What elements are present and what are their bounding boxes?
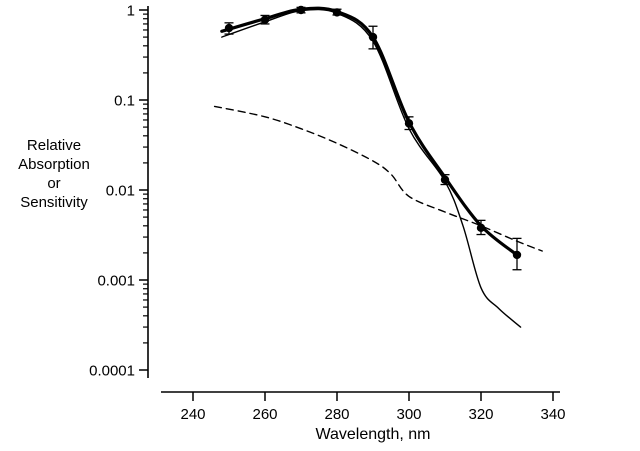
y-axis-title: Relative Absorption or Sensitivity: [4, 136, 104, 212]
data-point: [260, 15, 270, 24]
y-axis-title-line: Absorption: [18, 156, 90, 173]
data-point: [440, 175, 450, 184]
x-tick-label: 280: [324, 406, 349, 423]
y-tick-label: 0.1: [114, 93, 135, 110]
y-tick-label: 1: [127, 3, 135, 20]
series-thick-solid-action-spectrum-curve: [220, 6, 519, 257]
y-tick-label: 0.01: [106, 183, 135, 200]
data-point: [224, 23, 234, 33]
x-tick-label: 240: [180, 406, 205, 423]
y-axis-title-line: Relative: [26, 137, 82, 154]
data-point: [476, 223, 486, 233]
x-tick-label: 340: [540, 406, 565, 423]
data-point: [332, 8, 342, 17]
data-point: [368, 32, 378, 42]
x-tick-label: 300: [396, 406, 421, 423]
data-point: [512, 250, 522, 260]
x-tick-label: 320: [468, 406, 493, 423]
series-dashed-absorption-curve: [213, 105, 543, 252]
series-thin-solid-absorption-curve: [221, 8, 522, 328]
y-tick-label: 0.0001: [89, 363, 135, 380]
x-tick-label: 260: [252, 406, 277, 423]
x-axis-title: Wavelength, nm: [315, 426, 431, 443]
data-point: [296, 5, 306, 15]
y-axis-title-line: Sensitivity: [20, 194, 88, 211]
y-axis-title-line: or: [47, 175, 61, 192]
y-tick-label: 0.001: [97, 273, 135, 290]
data-point: [404, 119, 414, 128]
